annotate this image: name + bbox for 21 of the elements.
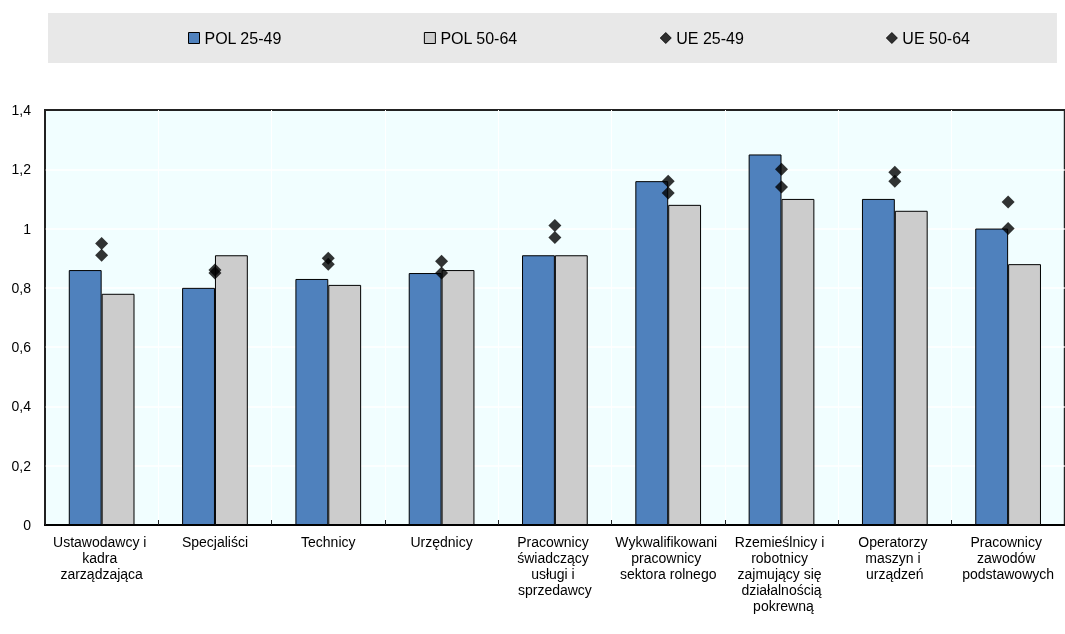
y-tick-label: 0,4 <box>11 398 32 415</box>
y-tick-label: 0,2 <box>11 457 32 474</box>
x-tick-label: Rzemieślnicy i robotnicy zajmujący się działalnością pokrewną <box>734 534 829 614</box>
x-tick-label: Wykwalifikowani pracownicy sektora rolnego <box>615 534 722 582</box>
x-tick-label: Specjaliści <box>181 534 249 550</box>
x-tick-label: Pracownicy świadczący usługi i sprzedawcy <box>517 534 593 598</box>
legend-label: UE 25-49 <box>676 29 744 47</box>
legend-label: UE 50-64 <box>902 29 971 47</box>
y-tick-label: 0,6 <box>11 339 32 356</box>
y-tick-label: 0,8 <box>11 279 32 296</box>
y-tick-label: 1 <box>23 220 32 237</box>
x-tick-label: Ustawodawcy i kadra zarządzająca <box>53 534 151 582</box>
y-tick-label: 1,2 <box>11 161 32 178</box>
x-tick-label: Urzędnicy <box>410 534 473 550</box>
legend-label: POL 50-64 <box>440 29 518 47</box>
legend-label: POL 25-49 <box>204 29 282 47</box>
y-tick-label: 0 <box>23 517 32 533</box>
x-tick-label: Technicy <box>301 534 356 550</box>
x-tick-label: Operatorzy maszyn i urządzeń <box>858 534 932 582</box>
y-tick-label: 1,4 <box>11 102 32 118</box>
x-tick-label: Pracownicy zawodów podstawowych <box>962 534 1055 582</box>
